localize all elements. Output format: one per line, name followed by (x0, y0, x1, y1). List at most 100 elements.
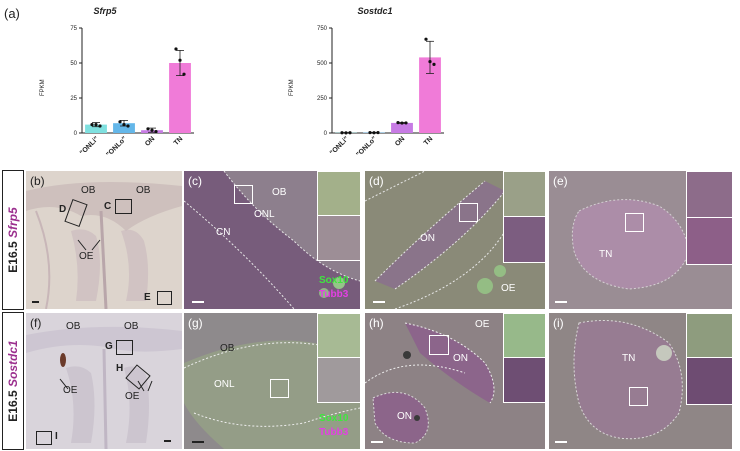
panel-d: (d) ON OE (364, 170, 546, 310)
label-on: ON (420, 233, 435, 244)
y-tick-label: 250 (317, 96, 328, 102)
data-point (432, 62, 436, 66)
panel-c-tissue (184, 171, 360, 309)
x-tick-label: ON (394, 135, 406, 147)
panel-h: (h) OE ON ON (364, 312, 546, 450)
inset-box (429, 335, 449, 355)
panel-f-letter: (f) (30, 316, 42, 330)
row2-gene: Sostdc1 (6, 340, 20, 387)
y-tick-label: 0 (324, 131, 328, 137)
row2-stage: E16.5 (6, 390, 20, 422)
oe-pointer (59, 378, 153, 392)
row1-label: E16.5 Sfrp5 (2, 170, 24, 310)
data-point (344, 131, 348, 135)
label-onl: ONL (214, 379, 235, 390)
scale-bar (192, 301, 204, 303)
inset-bottom (503, 216, 545, 263)
legend-tubb3: Tubb3 (319, 427, 349, 438)
label-oe: OE (475, 319, 490, 330)
box-g (116, 340, 133, 355)
label-box-i: I (55, 431, 58, 442)
box-c (115, 199, 132, 214)
panel-g-letter: (g) (188, 316, 203, 330)
data-point (90, 123, 94, 127)
data-point (98, 124, 102, 128)
bar (113, 123, 135, 133)
scale-bar (32, 301, 39, 303)
scale-bar (371, 441, 383, 443)
inset-top (503, 171, 545, 218)
scale-bar (555, 441, 567, 443)
label-box-h: H (116, 363, 124, 374)
sfrp5-bar-chart: 0 25 50 75 "ONLi" "ONLo" ON TN (70, 26, 194, 159)
label-cn: CN (216, 227, 231, 238)
legend-tubb3: Tubb3 (319, 289, 349, 300)
label-ob: OB (81, 185, 96, 196)
legend-sox10: Sox10 (319, 413, 349, 424)
box-e (157, 291, 172, 305)
y-tick-label: 25 (70, 96, 77, 102)
data-point (178, 58, 182, 62)
x-tick-label: "ONLi" (329, 135, 350, 156)
y-tick-label: 50 (70, 61, 77, 67)
chart-title-sfrp5: Sfrp5 (93, 6, 117, 16)
panel-f: (f) OB OB G H OE OE I (25, 312, 183, 450)
y-tick-label: 750 (317, 26, 328, 32)
panel-e: (e) TN (548, 170, 733, 310)
inset-bottom (686, 357, 732, 405)
data-point (118, 120, 122, 124)
data-point (150, 128, 154, 132)
label-on: ON (397, 411, 412, 422)
inset-box (270, 379, 289, 398)
inset-box (625, 213, 644, 232)
y-tick-label: 0 (74, 131, 78, 137)
data-point (396, 121, 400, 125)
panel-g-tissue (184, 340, 360, 449)
data-point (340, 131, 344, 135)
label-box-c: C (104, 201, 112, 212)
panel-e-letter: (e) (553, 174, 568, 188)
inset-top (686, 313, 732, 359)
label-ob: OB (272, 187, 287, 198)
panel-c: (c) OB ONL CN Sox10 Tubb3 (183, 170, 361, 310)
data-point (400, 121, 404, 125)
label-box-g: G (105, 341, 113, 352)
panel-i-tissue (573, 320, 683, 440)
label-ob: OB (66, 321, 81, 332)
panel-i-letter: (i) (553, 316, 564, 330)
x-tick-label: "ONLo" (105, 135, 128, 158)
data-point (348, 131, 352, 135)
label-oe: OE (63, 385, 78, 396)
data-point (146, 127, 150, 131)
legend-sox10: Sox10 (319, 275, 349, 286)
inset-top (317, 171, 360, 217)
panel-d-letter: (d) (369, 174, 384, 188)
bar (85, 124, 107, 133)
y-tick-label: 75 (70, 26, 77, 32)
label-ob: OB (124, 321, 139, 332)
panel-b: (b) OB OB D C OE E (25, 170, 183, 310)
data-point (174, 47, 178, 51)
scale-bar (192, 441, 204, 443)
data-point (122, 123, 126, 127)
inset-box (234, 185, 253, 204)
panel-a-label: (a) (4, 6, 20, 21)
scale-bar (373, 301, 385, 303)
inset-bottom (686, 217, 732, 265)
label-tn: TN (599, 249, 613, 260)
inset-top (686, 171, 732, 219)
data-point (428, 60, 432, 64)
panel-b-letter: (b) (30, 174, 45, 188)
data-point (126, 124, 130, 128)
inset-bottom (503, 357, 545, 403)
row2-label: E16.5 Sostdc1 (2, 312, 24, 450)
panel-h-letter: (h) (369, 316, 384, 330)
box-i (36, 431, 52, 445)
label-box-d: D (59, 204, 67, 215)
panel-e-tissue (571, 199, 690, 290)
x-tick-label: ON (144, 135, 156, 147)
data-point (182, 72, 186, 76)
x-tick-label: TN (423, 135, 435, 147)
label-ob: OB (136, 185, 151, 196)
x-tick-label: "ONLi" (79, 135, 100, 156)
